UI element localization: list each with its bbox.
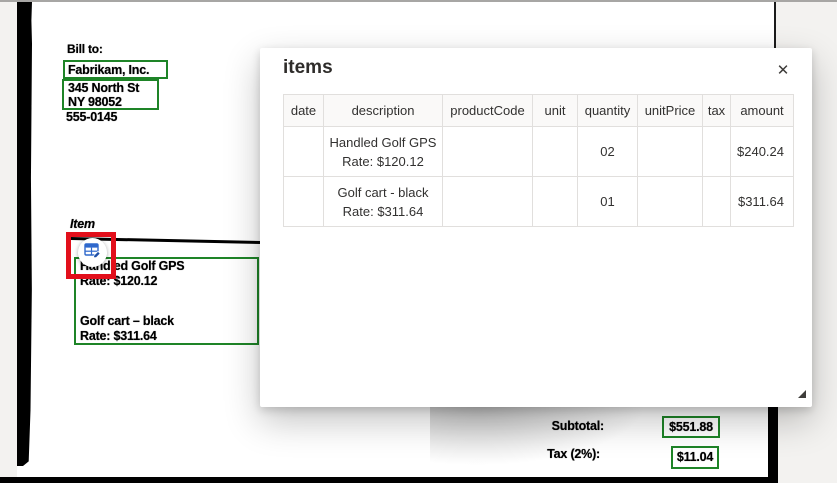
col-header-description: description [323,94,443,127]
scan-artifact-right-line [774,2,776,50]
col-header-date: date [283,94,324,127]
col-header-unitPrice: unitPrice [637,94,703,127]
tax-label: Tax (2%): [547,447,600,461]
cell-r0-description: Handled Golf GPS Rate: $120.12 [323,126,443,177]
labeled-field-tax[interactable]: $11.04 [671,446,719,469]
address-line2: NY 98052 [68,95,122,109]
col-header-amount: amount [730,94,794,127]
document-top-edge [0,0,837,2]
cell-r0-amount: $240.24 [730,126,794,177]
scan-artifact-bottom-bar [0,477,778,483]
resize-gripper-icon[interactable] [798,390,806,398]
items-table: date description productCode unit quanti… [283,94,794,227]
cell-r1-description: Golf cart - black Rate: $311.64 [323,176,443,227]
extract-table-button[interactable] [78,238,107,267]
cell-r0-tax [702,126,731,177]
cell-r0-productCode [442,126,533,177]
description-line1: Handled Golf GPS [329,134,437,150]
phone-text: 555-0145 [66,110,118,124]
col-header-productCode: productCode [442,94,533,127]
table-row: Golf cart - black Rate: $311.64 01 $311.… [283,176,794,227]
labeled-field-company[interactable]: Fabrikam, Inc. [63,60,168,79]
tax-value: $11.04 [676,450,714,464]
cell-r1-productCode [442,176,533,227]
subtotal-value: $551.88 [669,420,713,434]
company-text: Fabrikam, Inc. [68,63,150,77]
cell-r1-unit [532,176,578,227]
items-modal: items ✕ date description productCode uni… [260,48,812,407]
scan-artifact-right-bar [768,407,778,477]
cell-r1-quantity: 01 [577,176,638,227]
item-column-header: Item [70,217,95,231]
description-line1: Golf cart - black [337,184,429,200]
cell-r1-unitPrice [637,176,703,227]
item2-name: Golf cart – black [80,314,174,328]
cell-r1-amount: $311.64 [730,176,794,227]
col-header-quantity: quantity [577,94,638,127]
description-line2: Rate: $120.12 [342,153,424,169]
col-header-tax: tax [702,94,731,127]
close-icon[interactable]: ✕ [773,61,793,81]
item2-rate: Rate: $311.64 [80,329,157,343]
scan-artifact-left-bar [17,2,32,466]
table-extract-icon [84,242,101,264]
cell-r0-unitPrice [637,126,703,177]
cell-r0-unit [532,126,578,177]
cell-r1-date [283,176,324,227]
bill-to-label: Bill to: [67,42,103,56]
description-line2: Rate: $311.64 [342,203,424,219]
selection-highlight-box [66,232,116,279]
labeled-field-subtotal[interactable]: $551.88 [662,416,720,438]
table-header-row: date description productCode unit quanti… [283,94,794,127]
cell-r0-quantity: 02 [577,126,638,177]
col-header-unit: unit [532,94,578,127]
item1-name: Handled Golf GPS [80,259,185,273]
cell-r0-date [283,126,324,177]
labeled-field-items[interactable]: Handled Golf GPS Rate: $120.12 Golf cart… [74,257,259,345]
labeled-field-address[interactable]: 345 North St NY 98052 [62,79,159,110]
address-line1: 345 North St [68,81,140,95]
subtotal-label: Subtotal: [551,419,605,433]
cell-r1-tax [702,176,731,227]
modal-title: items [283,57,333,78]
table-row: Handled Golf GPS Rate: $120.12 02 $240.2… [283,126,794,177]
